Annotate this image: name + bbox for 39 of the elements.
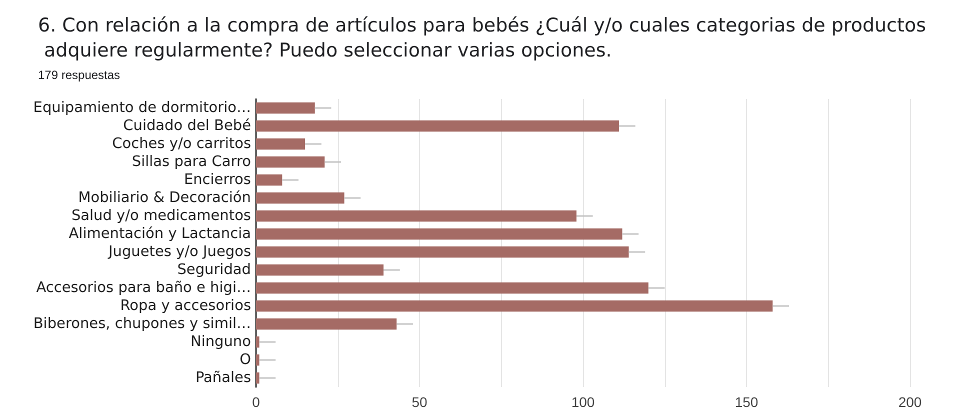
bar [256, 210, 576, 222]
bar [256, 228, 622, 240]
bar [256, 246, 629, 258]
bar [256, 192, 344, 204]
y-tick-label: Juguetes y/o Juegos [107, 244, 251, 260]
bar [256, 264, 384, 276]
y-tick-label: Sillas para Carro [132, 154, 252, 170]
text: 179 respuestas [38, 68, 120, 82]
y-tick-label: Coches y/o carritos [112, 136, 251, 152]
y-tick-label: Pañales [195, 370, 251, 386]
x-tick-label: 0 [252, 394, 260, 409]
chart-title: 6. Con relación a la compra de artículos para bebés ¿Cuál y/o cuales categorias de productos adquiere regularmente? Puedo seleccionar varias opciones. [38, 14, 926, 62]
y-tick-label: Equipamiento de dormitorio… [33, 100, 251, 116]
y-tick-label: Alimentación y Lactancia [68, 226, 251, 242]
bar [256, 300, 773, 312]
bar [256, 174, 282, 186]
bar [256, 282, 648, 294]
bar [256, 120, 619, 132]
bar [256, 102, 315, 114]
y-tick-label: Ninguno [190, 334, 252, 350]
bar [256, 318, 397, 330]
y-tick-label: Cuidado del Bebé [123, 118, 252, 134]
y-tick-label: Seguridad [177, 262, 251, 278]
y-tick-label: Ropa y accesorios [120, 298, 251, 314]
y-tick-label: Salud y/o medicamentos [71, 208, 251, 224]
y-tick-label: Encierros [184, 172, 251, 188]
y-tick-label: O [240, 352, 251, 368]
x-tick-label: 100 [571, 394, 595, 409]
y-tick-label: Mobiliario & Decoración [78, 190, 251, 206]
x-tick-label: 50 [412, 394, 428, 409]
bar [256, 156, 325, 168]
x-tick-label: 200 [898, 394, 922, 409]
bar [256, 138, 306, 150]
bar [256, 372, 260, 384]
bar [256, 354, 260, 366]
bar [256, 336, 260, 348]
x-tick-label: 150 [734, 394, 758, 409]
y-tick-label: Biberones, chupones y simil… [33, 316, 251, 332]
y-tick-label: Accesorios para baño e higi… [36, 280, 251, 296]
